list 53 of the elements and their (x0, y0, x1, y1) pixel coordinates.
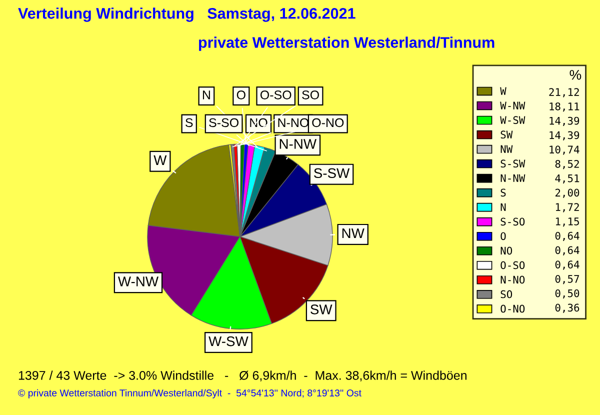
slice-label: O-SO (260, 90, 292, 100)
legend-label: W (500, 87, 506, 95)
legend-label: O-NO (500, 304, 525, 313)
slice-label: W (154, 155, 167, 165)
chart-title: Verteilung Windrichtung Samstag, 12.06.2021 (18, 8, 356, 22)
data-label: 0,57 (555, 274, 580, 284)
slice-label: O (236, 90, 246, 100)
data-label: 2,00 (555, 188, 580, 198)
slice-label: N-NW (280, 139, 316, 149)
slice-label: S-SW (314, 168, 350, 178)
data-label: 21,12 (549, 88, 579, 98)
slice-label: NO (250, 118, 268, 128)
data-label: 1,15 (556, 218, 579, 227)
slice-label: S-SO (209, 118, 238, 128)
legend-label: S (500, 188, 506, 197)
data-label: 0,64 (555, 246, 580, 256)
data-label: 0,64 (555, 260, 580, 270)
data-label: 1,72 (556, 203, 579, 212)
legend-label: NW (500, 145, 513, 153)
data-label: 0,36 (555, 304, 580, 313)
slice-label: S (186, 118, 193, 128)
legend-label: SW (500, 130, 513, 139)
slice-label: SW (310, 304, 332, 314)
slice-label: NW (342, 228, 364, 238)
data-label: 4,51 (555, 174, 580, 184)
legend-label: N (500, 203, 506, 211)
data-label: 18,11 (550, 102, 580, 112)
slice-label: SO (302, 90, 319, 100)
legend-label: S-SW (500, 160, 526, 168)
legend-label: N-NO (500, 276, 525, 284)
data-label: 0,50 (555, 289, 580, 299)
legend-label: S-SO (500, 218, 525, 226)
slice-label: W-NW (118, 276, 158, 286)
data-label: 0,64 (555, 232, 580, 242)
slice-label: O-NO (312, 118, 344, 128)
data-label: 14,39 (550, 116, 580, 126)
slice-label: N-NO (278, 118, 309, 128)
slice-label: N (202, 90, 210, 100)
legend-label: NO (500, 246, 512, 255)
text: 1397 / 43 Werte -> 3.0% Windstille - Ø 6,9km/h - Max. 38,6km/h = Windböen (18, 370, 466, 382)
legend-label: W-NW (500, 102, 526, 110)
legend-label: N-NW (500, 174, 526, 182)
slice-label: W-SW (208, 336, 248, 346)
legend-title: % (570, 70, 582, 80)
chart-subtitle: private Wetterstation Westerland/Tinnum (199, 36, 494, 51)
text: © private Wetterstation Tinnum/Westerland/Sylt - 54°54'13'' Nord; 8°19'13'' Ost (18, 389, 362, 398)
legend-label: O (500, 232, 506, 240)
data-label: 10,74 (550, 146, 580, 155)
legend-label: W-SW (500, 116, 526, 124)
data-label: 14,39 (550, 131, 580, 140)
legend-label: SO (500, 290, 512, 298)
legend-label: O-SO (500, 261, 525, 270)
data-label: 8,52 (555, 160, 579, 170)
